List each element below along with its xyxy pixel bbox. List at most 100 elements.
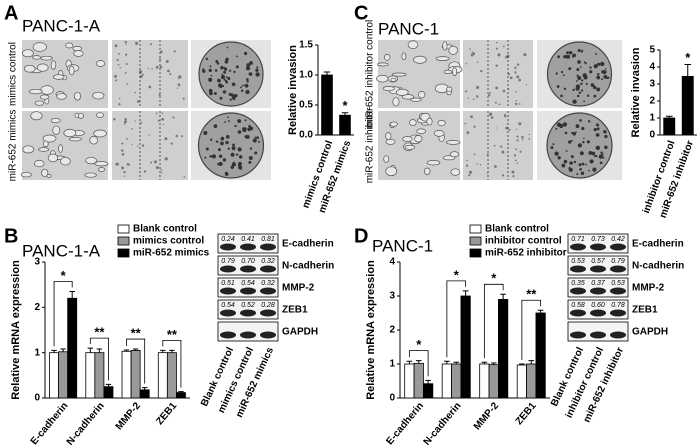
colony xyxy=(225,173,229,176)
bar xyxy=(681,75,694,136)
chart-title: PANC-1 xyxy=(372,236,433,255)
cell xyxy=(471,51,473,53)
cell xyxy=(123,123,126,125)
colony xyxy=(593,94,597,98)
cell xyxy=(443,69,453,75)
cell xyxy=(516,75,520,79)
cell xyxy=(170,142,173,145)
cell xyxy=(115,79,118,82)
cell xyxy=(124,72,127,74)
colony xyxy=(242,128,247,133)
cell xyxy=(525,83,528,86)
colony xyxy=(220,136,225,141)
colony xyxy=(562,122,568,127)
cell xyxy=(98,167,106,172)
colony xyxy=(238,155,243,159)
cell xyxy=(72,46,83,52)
colony xyxy=(244,135,248,139)
colony xyxy=(248,156,253,160)
y-tick-label: 1.5 xyxy=(299,40,313,51)
blot-band xyxy=(220,287,236,295)
blot-quant: 0.71 xyxy=(571,236,585,243)
blot-band xyxy=(260,265,276,273)
micrograph xyxy=(20,111,109,180)
colony xyxy=(566,51,569,55)
colony xyxy=(224,59,229,64)
bar xyxy=(166,352,177,399)
cell xyxy=(178,84,181,87)
cell xyxy=(175,134,179,138)
cell xyxy=(468,170,473,174)
cell xyxy=(118,97,121,100)
colony xyxy=(245,89,250,95)
blot-quant: 0.70 xyxy=(241,258,255,265)
colony xyxy=(578,163,582,167)
colony xyxy=(232,143,235,147)
micrograph-bg xyxy=(463,40,533,108)
cell xyxy=(162,123,165,126)
bar xyxy=(176,392,186,399)
cell xyxy=(121,149,124,152)
colony xyxy=(577,48,581,53)
blot-quant: 0.32 xyxy=(261,258,275,265)
cell xyxy=(32,55,42,60)
cell xyxy=(382,86,395,92)
micrograph-bg xyxy=(112,111,188,180)
cell xyxy=(435,56,450,61)
cell xyxy=(418,90,426,99)
legend-label: Blank control xyxy=(133,224,197,235)
bar xyxy=(49,352,59,399)
cell xyxy=(470,115,473,119)
y-tick-label: 0.0 xyxy=(299,130,313,141)
x-tick-label: E-cadherin xyxy=(384,401,426,447)
cell xyxy=(58,144,63,153)
cell xyxy=(468,174,471,177)
cell xyxy=(521,138,524,141)
micrograph xyxy=(22,40,108,108)
blot-quant: 0.53 xyxy=(571,258,585,265)
blot-band xyxy=(220,265,236,273)
cell xyxy=(50,60,57,70)
colony xyxy=(577,60,581,64)
cell xyxy=(479,163,482,166)
colony xyxy=(563,159,568,164)
colony xyxy=(588,151,593,155)
cell xyxy=(141,144,145,147)
cell xyxy=(124,120,127,124)
protein-label: GAPDH xyxy=(632,327,668,338)
colony xyxy=(220,66,224,70)
blot-quant: 0.35 xyxy=(571,280,585,287)
colony xyxy=(592,85,597,90)
cell xyxy=(183,176,186,178)
cell xyxy=(39,94,50,100)
cell xyxy=(37,63,49,72)
colony xyxy=(234,124,237,128)
row-label: miR-652 inhibitor control xyxy=(365,20,376,128)
cell xyxy=(383,155,390,163)
cell xyxy=(161,172,163,174)
legend-label: Blank control xyxy=(485,224,549,235)
x-tick-label: ZEB1 xyxy=(514,400,539,427)
chart-title: PANC-1-A xyxy=(22,241,101,260)
colony xyxy=(560,94,563,98)
colony xyxy=(235,65,239,69)
cell xyxy=(445,140,461,145)
cell xyxy=(401,52,407,61)
x-tick-label: MMP-2 xyxy=(472,400,501,432)
cell xyxy=(528,133,530,136)
well xyxy=(546,41,613,107)
y-axis-label: Relative invasion xyxy=(287,45,299,135)
x-tick-label: N-cadherin xyxy=(65,401,107,447)
cell xyxy=(85,156,97,165)
cell xyxy=(40,55,53,61)
y-tick-label: 1.0 xyxy=(299,70,313,81)
y-tick-label: 1 xyxy=(34,347,40,358)
cell xyxy=(173,50,176,53)
protein-label: N-cadherin xyxy=(282,261,334,272)
protein-label: MMP-2 xyxy=(632,283,665,294)
colony xyxy=(231,162,236,167)
significance: ** xyxy=(94,325,105,340)
legend-swatch xyxy=(469,236,482,246)
legend-swatch xyxy=(469,248,482,258)
y-tick-label: 2 xyxy=(389,325,395,336)
